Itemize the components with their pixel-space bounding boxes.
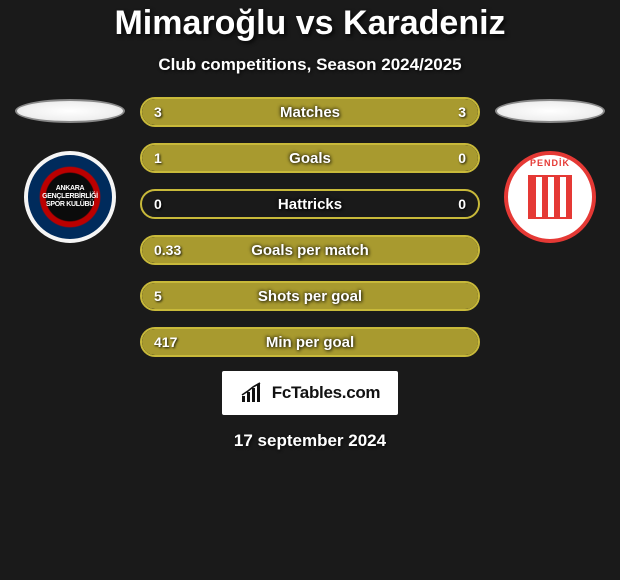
stat-fill-left: [142, 145, 404, 171]
left-badge-label: ANKARA GENÇLERBİRLİĞİ SPOR KULÜBÜ: [36, 185, 104, 208]
stat-bar: 5 Shots per goal: [140, 281, 480, 311]
stats-column: 3 3 Matches 1 0 Goals 0 0 Hattricks 0.33 Goals per…: [140, 97, 480, 357]
stat-label: Goals: [289, 150, 331, 167]
left-player-photo: [15, 99, 125, 123]
stat-bar: 3 3 Matches: [140, 97, 480, 127]
right-side: PENDİK: [490, 97, 610, 243]
left-side: ANKARA GENÇLERBİRLİĞİ SPOR KULÜBÜ: [10, 97, 130, 243]
chart-icon: [240, 382, 266, 404]
stat-value-left: 0: [154, 196, 162, 212]
stat-label: Shots per goal: [258, 288, 362, 305]
stat-fill-right: [404, 145, 478, 171]
stat-value-right: 0: [458, 150, 466, 166]
stat-value-left: 1: [154, 150, 162, 166]
date-label: 17 september 2024: [0, 431, 620, 451]
stat-value-left: 417: [154, 334, 177, 350]
right-badge-label: PENDİK: [530, 159, 570, 169]
left-team-badge: ANKARA GENÇLERBİRLİĞİ SPOR KULÜBÜ: [24, 151, 116, 243]
right-player-photo: [495, 99, 605, 123]
page-title: Mimaroğlu vs Karadeniz: [0, 4, 620, 43]
stat-value-right: 0: [458, 196, 466, 212]
stat-value-right: 3: [458, 104, 466, 120]
stat-value-left: 5: [154, 288, 162, 304]
badge-stripes-icon: [528, 175, 572, 219]
stat-label: Goals per match: [251, 242, 369, 259]
stat-value-left: 3: [154, 104, 162, 120]
watermark: FcTables.com: [222, 371, 398, 415]
stat-label: Matches: [280, 104, 340, 121]
stat-label: Min per goal: [266, 334, 354, 351]
stat-bar: 1 0 Goals: [140, 143, 480, 173]
stat-label: Hattricks: [278, 196, 342, 213]
stat-bar: 0 0 Hattricks: [140, 189, 480, 219]
subtitle: Club competitions, Season 2024/2025: [0, 55, 620, 75]
watermark-text: FcTables.com: [272, 383, 381, 403]
stat-bar: 0.33 Goals per match: [140, 235, 480, 265]
main-row: ANKARA GENÇLERBİRLİĞİ SPOR KULÜBÜ 3 3 Matc…: [0, 97, 620, 357]
stat-value-left: 0.33: [154, 242, 181, 258]
comparison-card: Mimaroğlu vs Karadeniz Club competitions…: [0, 0, 620, 451]
right-team-badge: PENDİK: [504, 151, 596, 243]
stat-bar: 417 Min per goal: [140, 327, 480, 357]
